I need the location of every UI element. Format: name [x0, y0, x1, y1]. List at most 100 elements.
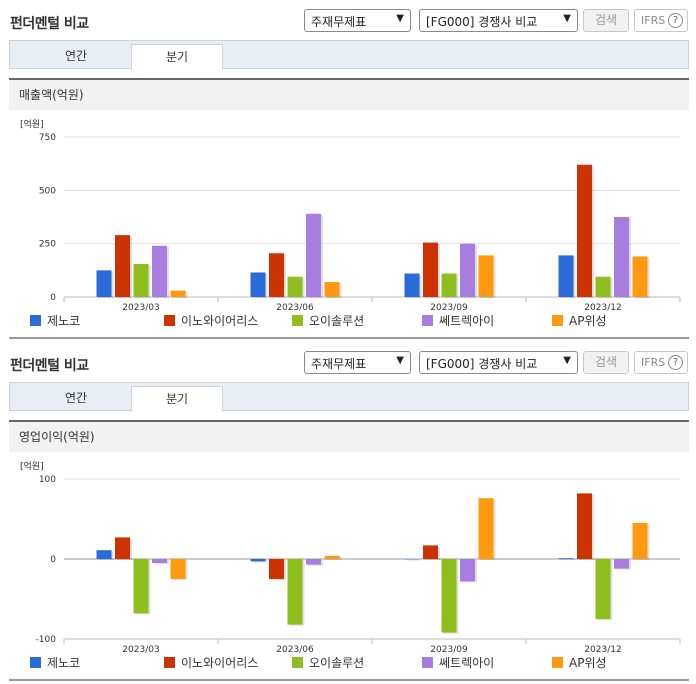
y-tick-label: 250: [39, 240, 56, 250]
help-icon[interactable]: ?: [668, 355, 683, 370]
operating-profit-chart: [억원] -100 0 100 2023/03 2023/06 2023/09 2023/12: [0, 452, 696, 684]
bar-shadow: [560, 559, 576, 560]
x-tick-label: 2023/06: [276, 645, 314, 655]
bar: [441, 273, 457, 297]
ifrs-label: IFRS: [641, 14, 666, 27]
legend-item[interactable]: 쎄트렉아이: [422, 655, 494, 671]
y-tick-label: -100: [36, 635, 57, 645]
chevron-down-icon: ▼: [563, 13, 571, 24]
legend-swatch: [30, 657, 41, 668]
bar: [614, 559, 629, 569]
bar: [115, 537, 130, 559]
legend-label: 쎄트렉아이: [439, 656, 495, 670]
bar: [152, 245, 167, 297]
bar: [404, 559, 420, 560]
fundamental-panel-revenue: 펀더멘털 비교 주재무제표 ▼ [FG000] 경쟁사 비교 ▼ 검색 IFRS…: [0, 9, 696, 342]
legend-label: 오이솔루션: [309, 656, 365, 670]
panel-title: 펀더멘털 비교: [10, 358, 89, 374]
legend-swatch: [164, 315, 175, 326]
bar: [250, 559, 266, 562]
x-tick-label: 2023/09: [430, 645, 468, 655]
bar: [306, 559, 321, 565]
tab-quarterly[interactable]: 분기: [131, 44, 223, 70]
tab-quarterly[interactable]: 분기: [131, 386, 223, 412]
bar: [306, 213, 321, 297]
legend-label: 쎄트렉아이: [439, 314, 495, 328]
y-tick-label: 100: [39, 475, 56, 485]
search-button[interactable]: 검색: [583, 9, 629, 32]
tab-annual[interactable]: 연간: [64, 391, 88, 405]
bar: [96, 550, 112, 559]
bar: [577, 493, 592, 559]
ifrs-button[interactable]: IFRS ?: [634, 351, 688, 374]
bar: [170, 290, 186, 297]
tab-annual[interactable]: 연간: [64, 49, 88, 63]
bar: [632, 523, 648, 559]
bar: [595, 559, 611, 619]
y-tick-label: 0: [50, 293, 56, 303]
y-unit-label: [억원]: [20, 460, 44, 472]
legend-item[interactable]: 제노코: [30, 655, 80, 671]
statement-select[interactable]: 주재무제표 ▼: [304, 9, 411, 32]
legend-swatch: [552, 657, 563, 668]
bar: [133, 559, 149, 614]
legend-item[interactable]: AP위성: [552, 313, 607, 329]
chart-legend: 제노코 이노와이어리스 오이솔루션 쎄트렉아이 AP위성: [30, 313, 690, 329]
legend-label: 제노코: [47, 656, 81, 670]
legend-label: 오이솔루션: [309, 314, 365, 328]
legend-item[interactable]: 오이솔루션: [292, 313, 364, 329]
bar: [558, 255, 574, 297]
legend-label: 제노코: [47, 314, 81, 328]
bar: [96, 270, 112, 297]
bar: [324, 282, 340, 297]
bar: [133, 263, 149, 297]
bar: [460, 243, 475, 297]
y-unit-label: [억원]: [20, 118, 44, 130]
search-button[interactable]: 검색: [583, 351, 629, 374]
legend-item[interactable]: 오이솔루션: [292, 655, 364, 671]
legend-item[interactable]: 쎄트렉아이: [422, 313, 494, 329]
x-tick-label: 2023/12: [584, 303, 621, 313]
statement-select-value: 주재무제표: [311, 15, 367, 29]
chevron-down-icon: ▼: [396, 13, 404, 24]
ifrs-label: IFRS: [641, 356, 666, 369]
group-select[interactable]: [FG000] 경쟁사 비교 ▼: [419, 9, 578, 32]
legend-swatch: [292, 657, 303, 668]
bar: [558, 558, 574, 559]
metric-title: 영업이익(억원): [9, 420, 689, 452]
legend-item[interactable]: AP위성: [552, 655, 607, 671]
y-tick-label: 750: [39, 133, 56, 143]
bar: [423, 545, 438, 559]
legend-swatch: [422, 315, 433, 326]
period-tabs: 연간 분기: [9, 382, 689, 412]
help-icon[interactable]: ?: [668, 13, 683, 28]
bar: [287, 276, 303, 297]
legend-label: 이노와이어리스: [181, 314, 259, 328]
legend-swatch: [292, 315, 303, 326]
y-tick-label: 500: [39, 186, 56, 196]
revenue-chart: [억원] 0 250 500 750 2023/03 2023/06 2023/09 2023/…: [0, 110, 696, 342]
panel-title: 펀더멘털 비교: [10, 16, 89, 32]
legend-label: AP위성: [569, 314, 607, 328]
bar: [152, 559, 167, 563]
legend-swatch: [422, 657, 433, 668]
legend-label: AP위성: [569, 656, 607, 670]
statement-select-value: 주재무제표: [311, 357, 367, 371]
legend-swatch: [552, 315, 563, 326]
bar: [287, 559, 303, 625]
bar: [632, 256, 648, 297]
bar: [269, 559, 284, 579]
bar: [404, 273, 420, 297]
bar: [460, 559, 475, 582]
operating-profit-chart-svg: [억원] -100 0 100 2023/03 2023/06 2023/09 2023/12: [20, 460, 681, 655]
group-select[interactable]: [FG000] 경쟁사 비교 ▼: [419, 351, 578, 374]
legend-item[interactable]: 이노와이어리스: [164, 655, 258, 671]
statement-select[interactable]: 주재무제표 ▼: [304, 351, 411, 374]
legend-item[interactable]: 제노코: [30, 313, 80, 329]
bar: [478, 255, 494, 297]
legend-item[interactable]: 이노와이어리스: [164, 313, 258, 329]
bar: [170, 559, 186, 579]
fundamental-panel-operating-profit: 펀더멘털 비교 주재무제표 ▼ [FG000] 경쟁사 비교 ▼ 검색 IFRS…: [0, 342, 696, 684]
divider: [9, 679, 689, 681]
ifrs-button[interactable]: IFRS ?: [634, 9, 688, 32]
